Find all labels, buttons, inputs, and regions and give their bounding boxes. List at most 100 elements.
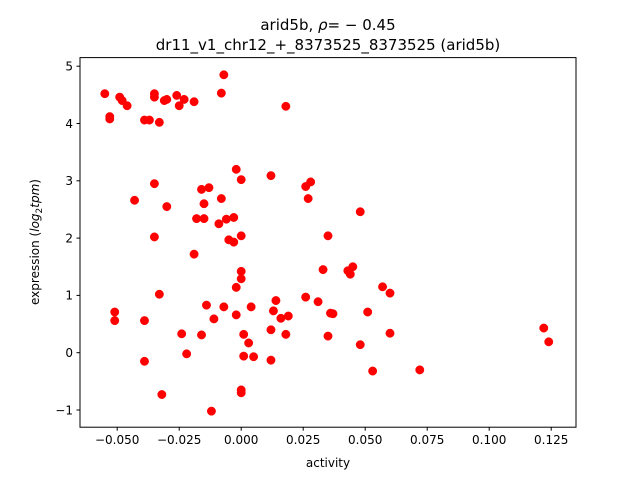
data-point xyxy=(323,231,333,241)
data-point xyxy=(236,231,246,241)
data-point xyxy=(149,92,159,102)
data-point xyxy=(236,266,246,276)
data-point xyxy=(209,314,219,324)
data-point xyxy=(182,349,192,359)
data-point xyxy=(130,195,140,205)
data-point xyxy=(415,365,425,375)
data-point xyxy=(172,90,182,100)
data-point xyxy=(140,356,149,366)
data-point xyxy=(266,325,276,335)
data-point xyxy=(268,306,278,316)
data-point xyxy=(197,330,206,340)
data-point xyxy=(110,316,120,326)
data-point xyxy=(216,194,226,204)
data-point xyxy=(544,337,554,347)
data-point xyxy=(154,117,164,127)
x-tick-label: 0.000 xyxy=(224,433,258,447)
data-point xyxy=(246,302,256,312)
data-point xyxy=(219,302,229,312)
data-point xyxy=(271,296,281,306)
data-point xyxy=(229,237,239,247)
data-point xyxy=(363,307,373,317)
data-point xyxy=(177,329,187,339)
x-tick-label: −0.025 xyxy=(157,433,201,447)
data-point xyxy=(221,214,231,224)
y-tick-label: 5 xyxy=(65,59,73,73)
data-point xyxy=(216,88,226,98)
x-tick-label: 0.025 xyxy=(286,433,320,447)
data-point xyxy=(236,388,246,398)
data-point xyxy=(539,323,549,333)
data-point xyxy=(313,297,323,307)
data-point xyxy=(236,274,246,284)
x-tick-label: 0.100 xyxy=(472,433,506,447)
data-point xyxy=(266,355,276,365)
data-point xyxy=(204,183,214,193)
data-point xyxy=(355,207,365,217)
data-point xyxy=(345,269,355,279)
data-point xyxy=(348,262,358,272)
data-point xyxy=(301,292,311,302)
data-point xyxy=(385,328,395,338)
data-point xyxy=(100,89,110,99)
data-point xyxy=(281,329,291,339)
data-point xyxy=(199,214,209,224)
data-point xyxy=(306,177,316,187)
x-tick-label: 0.050 xyxy=(348,433,382,447)
data-point xyxy=(281,101,291,111)
data-point xyxy=(328,309,338,319)
x-axis-label: activity xyxy=(306,456,350,470)
data-point xyxy=(276,313,286,323)
data-point xyxy=(157,390,167,399)
data-point xyxy=(179,94,189,104)
plot-frame xyxy=(79,57,577,428)
data-point xyxy=(283,311,293,321)
y-tick-label: 1 xyxy=(65,289,73,303)
data-point xyxy=(303,194,313,204)
data-point xyxy=(189,249,199,259)
data-points xyxy=(100,70,554,416)
data-point xyxy=(162,202,172,212)
data-point xyxy=(323,331,333,341)
data-point xyxy=(219,70,229,80)
data-point xyxy=(368,366,378,376)
chart-title-line1: arid5b, ρ= − 0.45 xyxy=(260,16,395,34)
y-tick-label: 3 xyxy=(65,174,73,188)
x-tick-label: 0.075 xyxy=(410,433,444,447)
data-point xyxy=(174,101,184,111)
data-point xyxy=(202,300,211,310)
data-point xyxy=(214,219,224,229)
y-tick-label: 2 xyxy=(65,231,73,245)
chart-title-line2: dr11_v1_chr12_+_8373525_8373525 (arid5b) xyxy=(156,36,500,55)
data-point xyxy=(318,265,328,275)
x-tick-label: −0.050 xyxy=(95,433,139,447)
x-axis-ticks: −0.050 −0.025 0.000 0.025 0.050 0.075 0.100 0.1… xyxy=(95,427,568,447)
data-point xyxy=(231,282,241,292)
data-point xyxy=(355,340,365,350)
data-point xyxy=(239,351,249,361)
data-point xyxy=(197,184,206,194)
data-point xyxy=(199,199,209,209)
data-point xyxy=(105,114,115,124)
data-point xyxy=(249,352,259,362)
data-point xyxy=(149,232,159,242)
y-axis-label: expression (log2tpm) xyxy=(28,179,45,305)
data-point xyxy=(385,288,395,298)
data-point xyxy=(236,175,246,185)
x-tick-label: 0.125 xyxy=(534,433,568,447)
data-point xyxy=(140,316,149,326)
y-tick-label: 0 xyxy=(65,346,73,360)
data-point xyxy=(231,310,241,320)
data-point xyxy=(162,94,172,104)
data-point xyxy=(149,179,159,189)
data-point xyxy=(122,101,132,111)
data-point xyxy=(189,97,199,107)
data-point xyxy=(229,213,239,222)
data-point xyxy=(110,307,120,317)
data-point xyxy=(378,282,388,292)
data-point xyxy=(231,164,241,174)
y-tick-label: 4 xyxy=(65,117,73,131)
data-point xyxy=(244,338,254,348)
data-point xyxy=(154,289,164,299)
